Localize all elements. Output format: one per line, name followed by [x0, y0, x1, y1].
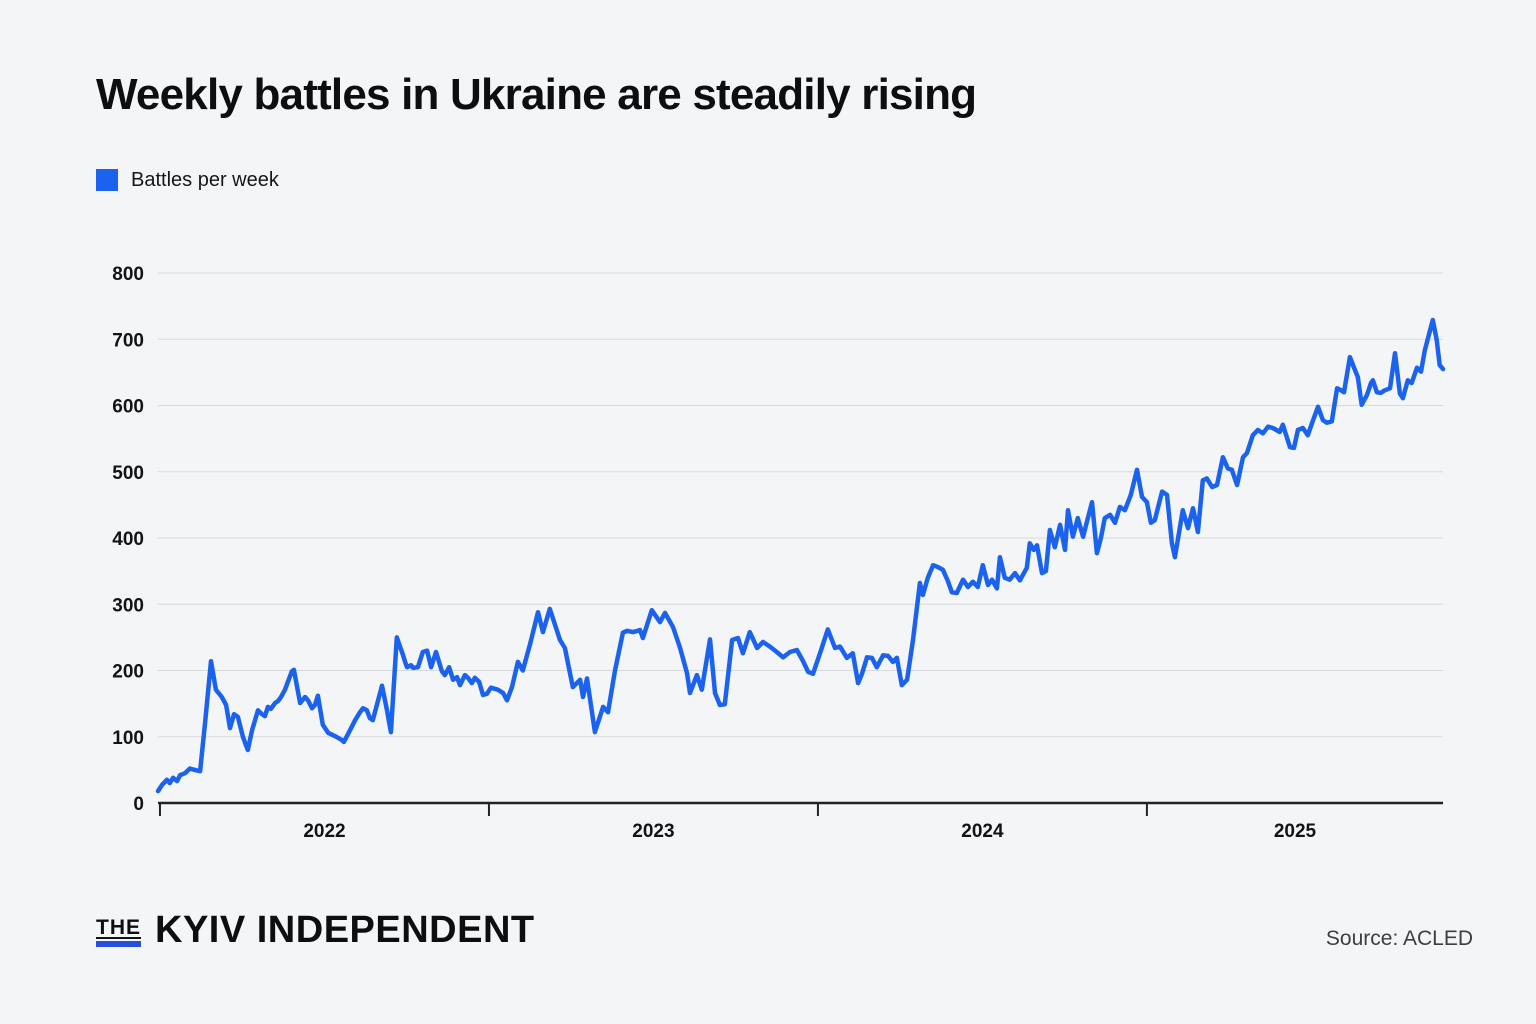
- logo-wordmark: KYIV INDEPENDENT: [155, 909, 535, 951]
- svg-text:0: 0: [133, 794, 144, 815]
- logo-black-rule: [96, 937, 141, 939]
- svg-text:800: 800: [112, 264, 144, 285]
- svg-text:600: 600: [112, 397, 144, 418]
- svg-text:2022: 2022: [303, 821, 345, 842]
- svg-text:400: 400: [112, 529, 144, 550]
- kyiv-independent-logo: THE KYIV INDEPENDENT: [96, 909, 535, 951]
- source-credit: Source: ACLED: [1325, 927, 1473, 950]
- logo-blue-bar: [96, 941, 141, 947]
- legend: Battles per week: [96, 169, 279, 191]
- svg-text:2023: 2023: [632, 821, 674, 842]
- legend-swatch-icon: [96, 169, 118, 191]
- svg-text:700: 700: [112, 330, 144, 351]
- svg-text:2024: 2024: [961, 821, 1004, 842]
- svg-text:2025: 2025: [1274, 821, 1317, 842]
- svg-text:300: 300: [112, 595, 144, 616]
- legend-label: Battles per week: [131, 169, 279, 191]
- logo-the-text: THE: [96, 916, 141, 939]
- svg-text:100: 100: [112, 728, 144, 749]
- svg-text:200: 200: [112, 662, 144, 683]
- page-title: Weekly battles in Ukraine are steadily r…: [96, 70, 977, 119]
- svg-text:500: 500: [112, 463, 144, 484]
- logo-the-block: THE: [96, 916, 141, 947]
